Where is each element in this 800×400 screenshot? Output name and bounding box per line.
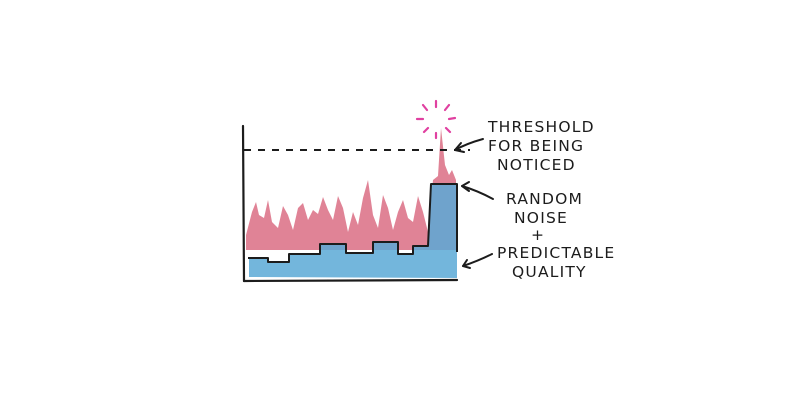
quality-step-outline [248,183,458,263]
quality-label-line1: PREDICTABLE [497,244,615,262]
y-axis [241,124,246,283]
threshold-label-line1: THRESHOLD [487,118,595,136]
plus-label: + [531,226,545,244]
threshold-label-line3: NOTICED [497,156,576,174]
quality-label-line2: QUALITY [512,263,587,281]
x-axis [242,278,459,283]
arrow-threshold [454,138,484,153]
noise-label-line2: NOISE [514,209,568,227]
noise-label-line1: RANDOM [506,190,583,208]
random-noise-area [246,128,456,276]
burst-icon [415,99,457,140]
arrow-noise [461,181,494,200]
arrow-quality [462,253,493,269]
threshold-label-line2: FOR BEING [488,137,584,155]
